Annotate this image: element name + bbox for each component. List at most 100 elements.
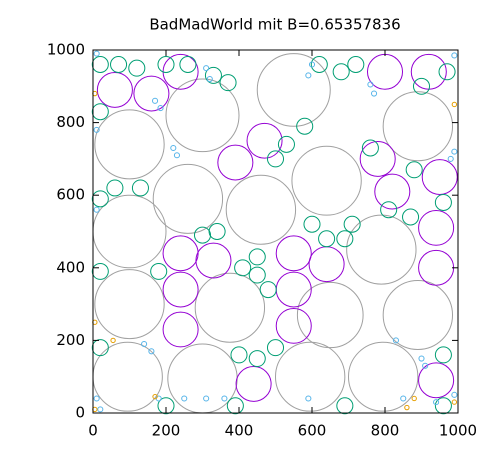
bubble xyxy=(221,395,228,402)
bubble xyxy=(91,190,109,208)
bubble xyxy=(91,103,109,121)
bubble xyxy=(421,159,458,195)
bubble xyxy=(382,280,454,350)
bubble xyxy=(382,91,454,162)
bubble xyxy=(447,155,454,162)
bubble xyxy=(93,395,100,402)
x-tick-label: 200 xyxy=(152,422,181,440)
bubble xyxy=(332,63,350,81)
bubble xyxy=(402,208,420,226)
bubble xyxy=(157,56,175,74)
bubble xyxy=(179,56,197,74)
bubble xyxy=(418,209,455,246)
bubble xyxy=(296,281,364,349)
bubble xyxy=(92,341,163,412)
bubble xyxy=(374,173,411,210)
bubble xyxy=(131,179,149,197)
bubble xyxy=(110,337,116,344)
bubble xyxy=(93,50,100,57)
bubble xyxy=(94,269,165,340)
bubble xyxy=(310,56,328,74)
bubble xyxy=(380,201,398,219)
y-tick-label: 1000 xyxy=(47,41,85,59)
bubble xyxy=(91,56,109,74)
bubble xyxy=(96,72,133,108)
bubble xyxy=(418,249,455,286)
y-tick-label: 800 xyxy=(56,113,85,131)
bubble xyxy=(91,339,109,357)
bubble xyxy=(162,311,199,348)
bubble xyxy=(422,362,429,369)
bubble xyxy=(434,346,452,364)
bubble xyxy=(167,343,238,414)
bubble xyxy=(438,63,456,81)
bubble xyxy=(400,395,407,402)
bubble xyxy=(152,163,224,234)
bubble xyxy=(275,307,312,344)
bubble xyxy=(248,266,266,284)
bubble xyxy=(193,226,212,244)
bubble xyxy=(451,148,458,155)
bubble xyxy=(226,397,244,415)
bubble xyxy=(266,339,285,357)
x-tick-label: 600 xyxy=(298,422,327,440)
bubble xyxy=(110,56,128,74)
y-tick-label: 200 xyxy=(56,331,85,349)
bubble xyxy=(359,140,396,177)
bubble xyxy=(370,90,378,97)
bubble xyxy=(204,66,222,84)
x-tick-label: 0 xyxy=(88,422,98,440)
bubble xyxy=(308,246,345,283)
y-tick-label: 600 xyxy=(56,186,85,204)
bubble xyxy=(133,75,170,112)
bubble xyxy=(336,230,354,248)
bubble xyxy=(434,193,452,211)
bubble xyxy=(411,395,417,402)
bubble xyxy=(219,74,237,92)
bubble xyxy=(405,161,423,179)
bubble xyxy=(170,144,177,152)
bubble xyxy=(451,52,458,59)
bubble xyxy=(433,399,440,406)
bubble xyxy=(266,150,285,168)
x-tick-label: 800 xyxy=(371,422,400,440)
bubble xyxy=(259,281,277,299)
bubble xyxy=(152,393,158,400)
plot-border xyxy=(92,49,459,414)
bubble xyxy=(217,144,254,181)
bubble xyxy=(235,366,272,402)
bubble xyxy=(206,75,213,83)
bubble xyxy=(141,340,148,348)
bubble xyxy=(148,348,155,355)
bubble xyxy=(230,346,248,364)
bubble xyxy=(246,122,283,159)
bubble xyxy=(91,262,109,280)
bubble xyxy=(418,355,425,362)
bubble xyxy=(162,235,199,272)
bubble xyxy=(305,72,312,79)
bubble xyxy=(181,395,188,402)
bubble xyxy=(347,56,365,74)
bubble xyxy=(303,215,321,233)
bubble xyxy=(318,230,336,248)
bubble xyxy=(291,145,362,216)
x-tick-label: 1000 xyxy=(439,422,477,440)
bubble xyxy=(361,139,379,157)
bubble xyxy=(208,223,226,240)
bubble xyxy=(194,272,266,343)
bubble xyxy=(203,395,210,402)
bubble xyxy=(434,397,452,415)
bubble xyxy=(248,248,266,266)
chart-title: BadMadWorld mit B=0.65357836 xyxy=(149,16,400,34)
bubble xyxy=(392,337,400,344)
bubble xyxy=(165,78,240,153)
bubble xyxy=(367,81,374,88)
bubble xyxy=(451,101,458,108)
bubble xyxy=(150,262,168,280)
bubble xyxy=(195,242,232,279)
bubble xyxy=(93,206,100,213)
y-tick-label: 0 xyxy=(75,404,85,422)
bubble xyxy=(404,404,410,411)
bubble xyxy=(203,65,210,72)
bubble xyxy=(296,117,314,135)
